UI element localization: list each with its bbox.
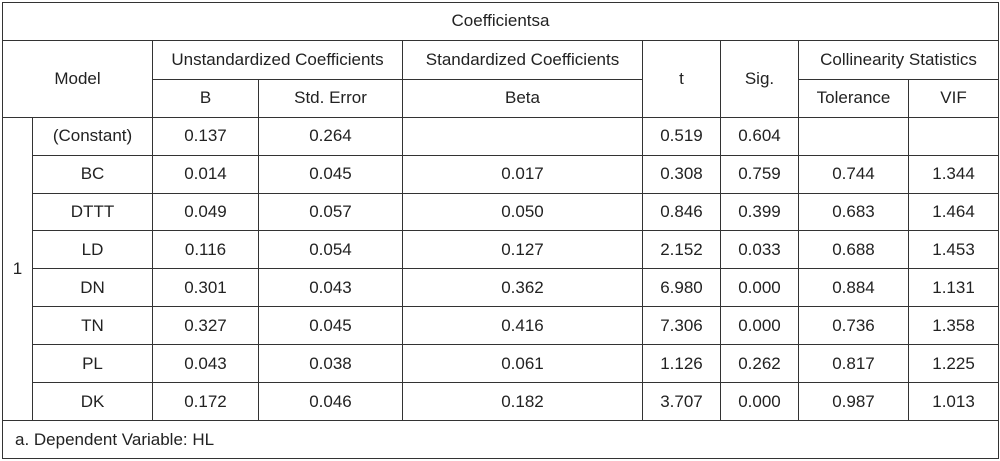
row-name: BC	[32, 154, 153, 194]
row-name: DK	[32, 382, 153, 421]
table-row: LD 0.116 0.054 0.127 2.152 0.033 0.688 1…	[3, 230, 1000, 270]
cell-b: 0.014	[152, 154, 259, 194]
cell-tolerance: 0.817	[798, 344, 909, 384]
footnote: a. Dependent Variable: HL	[1, 420, 1000, 459]
cell-t: 3.707	[642, 382, 721, 421]
row-name: LD	[32, 230, 153, 270]
table-title: Coefficientsa	[1, 2, 1000, 41]
cell-b: 0.049	[152, 192, 259, 232]
row-name: (Constant)	[32, 116, 153, 156]
table-row: BC 0.014 0.045 0.017 0.308 0.759 0.744 1…	[3, 154, 1000, 194]
cell-beta: 0.127	[402, 230, 643, 270]
header-sig: Sig.	[720, 39, 799, 118]
cell-tolerance	[798, 116, 909, 156]
table-row: DTTT 0.049 0.057 0.050 0.846 0.399 0.683…	[3, 192, 1000, 232]
cell-vif: 1.464	[907, 192, 1000, 232]
cell-std-error: 0.045	[258, 154, 403, 194]
cell-t: 1.126	[642, 344, 721, 384]
cell-tolerance: 0.683	[798, 192, 909, 232]
cell-std-error: 0.043	[258, 268, 403, 308]
cell-vif: 1.453	[907, 230, 1000, 270]
header-collinearity: Collinearity Statistics	[797, 39, 1000, 80]
cell-tolerance: 0.987	[798, 382, 909, 421]
row-name: DN	[32, 268, 153, 308]
cell-t: 0.846	[642, 192, 721, 232]
cell-b: 0.043	[152, 344, 259, 384]
cell-b: 0.116	[152, 230, 259, 270]
cell-sig: 0.604	[720, 116, 799, 156]
cell-b: 0.301	[152, 268, 259, 308]
row-name: PL	[32, 344, 153, 384]
cell-beta: 0.017	[402, 154, 643, 194]
cell-sig: 0.399	[720, 192, 799, 232]
cell-beta: 0.061	[402, 344, 643, 384]
cell-beta: 0.050	[402, 192, 643, 232]
cell-std-error: 0.038	[258, 344, 403, 384]
table-row: PL 0.043 0.038 0.061 1.126 0.262 0.817 1…	[3, 344, 1000, 384]
cell-sig: 0.000	[720, 306, 799, 346]
cell-beta: 0.416	[402, 306, 643, 346]
cell-b: 0.327	[152, 306, 259, 346]
cell-tolerance: 0.744	[798, 154, 909, 194]
table-row: 1 (Constant) 0.137 0.264 0.519 0.604	[2, 116, 1000, 422]
header-unstandardized: Unstandardized Coefficients	[152, 39, 403, 80]
header-std-error: Std. Error	[258, 78, 403, 118]
cell-beta: 0.182	[402, 382, 643, 421]
header-standardized: Standardized Coefficients	[402, 39, 643, 80]
cell-beta: 0.362	[402, 268, 643, 308]
cell-sig: 0.262	[720, 344, 799, 384]
cell-beta	[402, 116, 643, 156]
cell-vif: 1.225	[907, 344, 1000, 384]
cell-std-error: 0.054	[258, 230, 403, 270]
cell-vif: 1.131	[907, 268, 1000, 308]
cell-sig: 0.033	[720, 230, 799, 270]
cell-tolerance: 0.688	[798, 230, 909, 270]
cell-sig: 0.000	[720, 382, 799, 421]
table-row: DK 0.172 0.046 0.182 3.707 0.000 0.987 1…	[3, 382, 1000, 421]
cell-vif: 1.013	[907, 382, 1000, 421]
cell-vif: 1.358	[907, 306, 1000, 346]
row-name: TN	[32, 306, 153, 346]
row-name: DTTT	[32, 192, 153, 232]
cell-vif	[907, 116, 1000, 156]
header-t: t	[642, 39, 721, 118]
table-row: TN 0.327 0.045 0.416 7.306 0.000 0.736 1…	[3, 306, 1000, 346]
model-number: 1	[2, 116, 33, 422]
header-b: B	[152, 78, 259, 118]
cell-t: 0.308	[642, 154, 721, 194]
cell-std-error: 0.046	[258, 382, 403, 421]
cell-sig: 0.759	[720, 154, 799, 194]
cell-std-error: 0.057	[258, 192, 403, 232]
cell-b: 0.137	[152, 116, 259, 156]
header-beta: Beta	[402, 78, 643, 118]
header-model: Model	[2, 39, 153, 118]
cell-std-error: 0.264	[258, 116, 403, 156]
cell-t: 6.980	[642, 268, 721, 308]
cell-tolerance: 0.736	[798, 306, 909, 346]
cell-t: 0.519	[642, 116, 721, 156]
cell-std-error: 0.045	[258, 306, 403, 346]
header-tolerance: Tolerance	[798, 78, 909, 118]
cell-vif: 1.344	[907, 154, 1000, 194]
table-row: DN 0.301 0.043 0.362 6.980 0.000 0.884 1…	[3, 268, 1000, 308]
cell-t: 7.306	[642, 306, 721, 346]
cell-t: 2.152	[642, 230, 721, 270]
header-vif: VIF	[907, 78, 1000, 118]
cell-tolerance: 0.884	[798, 268, 909, 308]
cell-sig: 0.000	[720, 268, 799, 308]
cell-b: 0.172	[152, 382, 259, 421]
